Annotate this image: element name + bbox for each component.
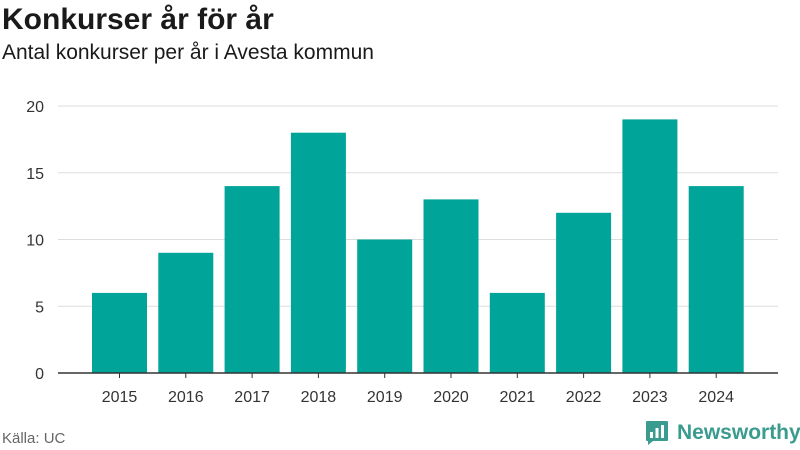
x-tick-label: 2021: [500, 389, 536, 406]
bar: [357, 239, 413, 373]
bar: [423, 199, 479, 373]
x-tick-label: 2015: [102, 389, 138, 406]
x-tick-label: 2017: [234, 389, 270, 406]
chart-title: Konkurser år för år: [2, 3, 274, 36]
brand-logo: Newsworthy: [645, 420, 800, 446]
y-tick-label: 0: [35, 366, 44, 383]
y-tick-label: 15: [26, 166, 44, 183]
chart-subtitle: Antal konkurser per år i Avesta kommun: [2, 41, 374, 64]
y-tick-label: 10: [26, 233, 44, 250]
newsworthy-logo-icon: [646, 421, 668, 445]
y-tick-label: 20: [26, 99, 44, 116]
x-tick-label: 2018: [301, 389, 337, 406]
x-tick-label: 2019: [367, 389, 403, 406]
x-tick-label: 2024: [698, 389, 734, 406]
bar-chart: 0 5 10 15 20 2015 2016 2017 2018 2019 2020 2021 2022…: [26, 99, 778, 406]
bar: [158, 252, 214, 373]
source-note: Källa: UC: [2, 430, 66, 447]
x-tick-label: 2022: [566, 389, 602, 406]
x-tick-label: 2016: [168, 389, 204, 406]
x-tick-label: 2020: [433, 389, 469, 406]
bar: [622, 119, 678, 374]
bar: [290, 132, 346, 373]
x-tick-label: 2023: [632, 389, 668, 406]
y-tick-label: 5: [35, 299, 44, 316]
bar: [556, 212, 612, 373]
brand-name: Newsworthy: [677, 421, 800, 444]
bar: [92, 292, 147, 373]
bar: [224, 186, 280, 373]
bar: [688, 186, 744, 373]
bar: [489, 292, 545, 373]
